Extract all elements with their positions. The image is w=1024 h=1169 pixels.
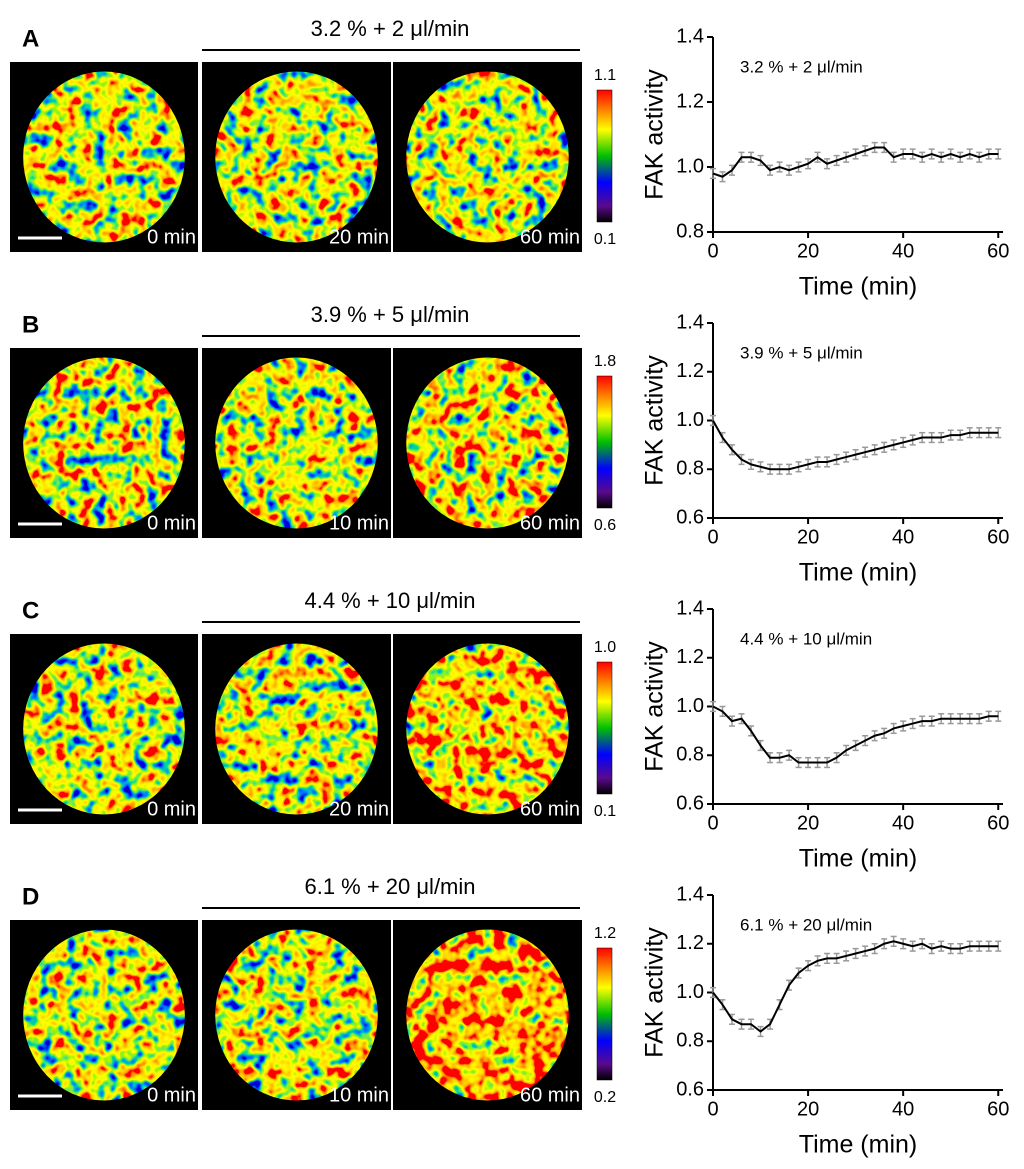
y-tick-label: 1.0 [676,981,704,1003]
time-label: 60 min [520,1084,580,1106]
data-line [712,420,999,471]
y-tick-label: 1.4 [676,597,704,619]
y-axis-label: FAK activity [641,927,669,1058]
x-tick-label: 0 [707,812,718,834]
y-tick-label: 0.6 [676,506,704,528]
x-tick-label: 60 [987,812,1009,834]
x-tick-label: 60 [987,526,1009,548]
cell-image [406,643,569,815]
cell-image [215,357,378,529]
y-tick-label: 0.6 [676,792,704,814]
y-axis-label: FAK activity [641,641,669,772]
cell-image [23,643,185,815]
x-axis-label: Time (min) [799,273,918,301]
colorbar-max: 1.8 [594,353,616,370]
y-tick-label: 1.4 [676,25,704,47]
x-axis-label: Time (min) [799,1131,918,1159]
y-tick-label: 1.4 [676,311,704,333]
data-line [712,146,999,178]
colorbar-min: 0.1 [594,803,616,820]
annotation: 3.9 % + 5 μl/min [740,343,863,362]
cell-image [406,929,569,1101]
cell-image [215,643,378,815]
time-label: 0 min [147,798,196,820]
colorbar [596,661,613,795]
x-tick-label: 0 [707,526,718,548]
colorbar-max: 1.0 [594,639,616,656]
x-tick-label: 20 [797,526,819,548]
cell-image [406,357,569,529]
y-tick-label: 1.2 [676,646,704,668]
x-tick-label: 40 [892,812,914,834]
y-tick-label: 1.0 [676,155,704,177]
x-tick-label: 20 [797,1098,819,1120]
time-label: 20 min [329,798,389,820]
condition-header: 4.4 % + 10 μl/min [304,588,475,613]
x-tick-label: 0 [707,240,718,262]
cell-image [406,71,569,243]
cell-image [23,71,185,243]
x-tick-label: 20 [797,812,819,834]
x-axis-label: Time (min) [799,845,918,873]
y-tick-label: 0.8 [676,220,704,242]
y-tick-label: 1.4 [676,883,704,905]
panel-letter: B [22,311,39,338]
y-tick-label: 1.2 [676,360,704,382]
colorbar-min: 0.6 [594,517,616,534]
annotation: 3.2 % + 2 μl/min [740,57,863,76]
y-tick-label: 0.6 [676,1078,704,1100]
time-label: 0 min [147,1084,196,1106]
colorbar [596,89,613,223]
panel-letter: C [22,597,39,624]
y-axis-label: FAK activity [641,355,669,486]
colorbar-max: 1.1 [594,67,616,84]
x-tick-label: 40 [892,526,914,548]
time-label: 60 min [520,798,580,820]
y-axis-label: FAK activity [641,69,669,200]
time-label: 60 min [520,226,580,248]
cell-image [215,929,378,1101]
cell-image [23,357,185,529]
x-tick-label: 60 [987,1098,1009,1120]
time-label: 60 min [520,512,580,534]
y-tick-label: 0.8 [676,744,704,766]
condition-header: 6.1 % + 20 μl/min [304,874,475,899]
time-label: 10 min [329,512,389,534]
x-tick-label: 60 [987,240,1009,262]
y-tick-label: 1.0 [676,695,704,717]
y-tick-label: 0.8 [676,458,704,480]
data-line [712,940,999,1033]
condition-header: 3.9 % + 5 μl/min [311,302,470,327]
colorbar-min: 0.1 [594,231,616,248]
annotation: 6.1 % + 20 μl/min [740,915,872,934]
time-label: 0 min [147,512,196,534]
annotation: 4.4 % + 10 μl/min [740,629,872,648]
time-label: 20 min [329,226,389,248]
y-tick-label: 1.0 [676,409,704,431]
x-tick-label: 20 [797,240,819,262]
colorbar [596,947,613,1081]
time-label: 0 min [147,226,196,248]
x-axis-label: Time (min) [799,559,918,587]
cell-image [215,71,378,243]
condition-header: 3.2 % + 2 μl/min [311,16,470,41]
time-label: 10 min [329,1084,389,1106]
colorbar-max: 1.2 [594,925,616,942]
y-tick-label: 0.8 [676,1030,704,1052]
cell-image [23,929,185,1101]
y-tick-label: 1.2 [676,932,704,954]
panel-letter: A [22,25,39,52]
y-tick-label: 1.2 [676,90,704,112]
colorbar [596,375,613,509]
x-tick-label: 40 [892,240,914,262]
data-line [712,705,999,764]
panel-letter: D [22,883,39,910]
x-tick-label: 0 [707,1098,718,1120]
x-tick-label: 40 [892,1098,914,1120]
colorbar-min: 0.2 [594,1089,616,1106]
